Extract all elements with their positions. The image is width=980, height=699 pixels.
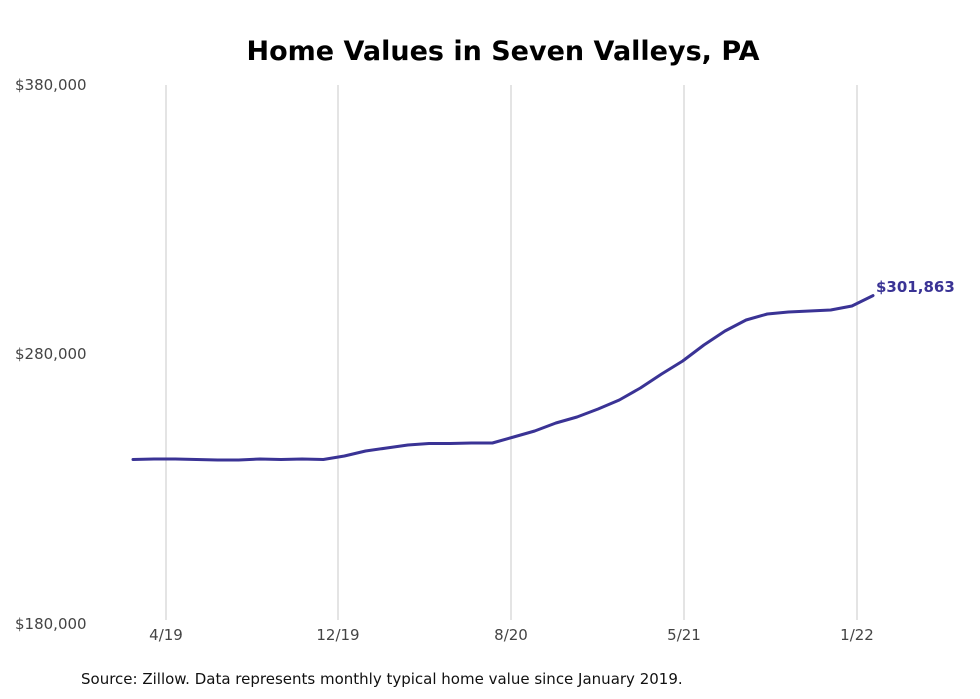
x-axis-labels: 4/19 12/19 8/20 5/21 1/22 [149,626,874,644]
x-tick-label: 4/19 [149,626,183,644]
x-tick-label: 5/21 [667,626,701,644]
source-note: Source: Zillow. Data represents monthly … [81,670,683,688]
last-value-label: $301,863 [876,278,955,296]
x-tick-label: 8/20 [494,626,528,644]
y-tick-label: $180,000 [15,615,87,633]
y-tick-label: $380,000 [15,76,87,94]
x-tick-label: 1/22 [840,626,874,644]
home-value-line [131,294,875,462]
x-tick-label: 12/19 [316,626,359,644]
gridlines [165,85,858,620]
chart-title: Home Values in Seven Valleys, PA [246,36,759,67]
y-tick-label: $280,000 [15,345,87,363]
y-axis-labels: $380,000 $280,000 $180,000 [15,76,87,633]
